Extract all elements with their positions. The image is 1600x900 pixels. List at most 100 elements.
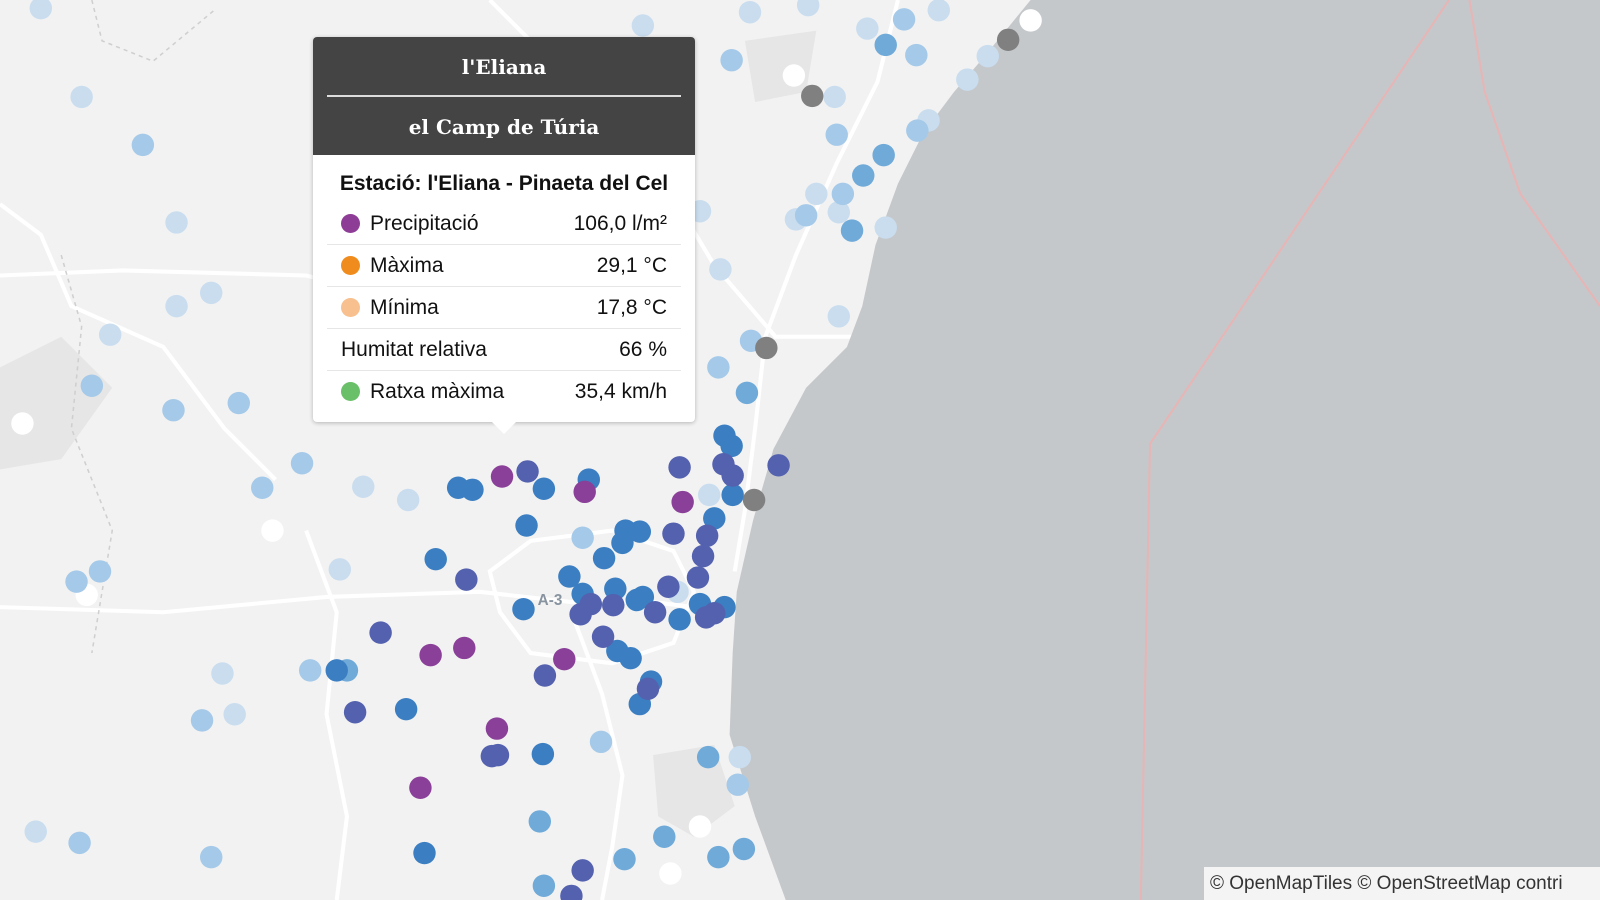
station-marker[interactable] (1019, 9, 1042, 32)
station-marker[interactable] (823, 85, 846, 109)
station-marker[interactable] (24, 820, 47, 843)
station-marker[interactable] (424, 547, 447, 571)
station-marker[interactable] (611, 531, 634, 555)
station-marker[interactable] (591, 625, 615, 648)
station-marker[interactable] (892, 8, 916, 31)
station-marker[interactable] (720, 434, 743, 458)
station-marker[interactable] (827, 201, 850, 224)
station-marker[interactable] (165, 294, 188, 318)
station-marker[interactable] (453, 636, 476, 660)
station-marker[interactable] (796, 0, 820, 17)
station-marker[interactable] (628, 520, 652, 543)
station-marker[interactable] (726, 773, 749, 796)
station-marker[interactable] (735, 381, 759, 405)
station-marker[interactable] (825, 123, 848, 146)
station-marker[interactable] (165, 211, 188, 234)
station-marker[interactable] (691, 544, 715, 568)
station-marker[interactable] (29, 0, 53, 20)
station-marker[interactable] (631, 585, 655, 609)
station-marker[interactable] (579, 592, 603, 616)
station-marker[interactable] (662, 522, 685, 545)
station-marker[interactable] (592, 546, 616, 570)
station-marker[interactable] (738, 1, 762, 24)
station-marker[interactable] (619, 646, 642, 670)
station-marker[interactable] (742, 488, 766, 512)
station-marker[interactable] (668, 456, 691, 479)
station-marker[interactable] (856, 17, 879, 40)
station-marker[interactable] (261, 519, 284, 542)
station-marker[interactable] (831, 182, 855, 206)
station-marker[interactable] (560, 884, 583, 900)
station-marker[interactable] (512, 597, 535, 621)
station-marker[interactable] (721, 464, 744, 487)
station-marker[interactable] (409, 776, 432, 799)
station-marker[interactable] (419, 643, 442, 667)
station-marker[interactable] (703, 507, 726, 530)
station-marker[interactable] (211, 662, 234, 685)
station-marker[interactable] (956, 68, 979, 91)
station-marker[interactable] (927, 0, 950, 22)
station-marker[interactable] (571, 526, 594, 549)
station-marker[interactable] (976, 44, 999, 68)
station-marker[interactable] (707, 356, 730, 379)
station-marker[interactable] (528, 810, 552, 833)
station-marker[interactable] (80, 374, 104, 397)
station-marker[interactable] (720, 48, 743, 72)
station-marker[interactable] (88, 560, 112, 583)
station-marker[interactable] (531, 742, 555, 766)
station-marker[interactable] (162, 398, 185, 422)
station-marker[interactable] (827, 305, 850, 328)
station-marker[interactable] (396, 488, 420, 512)
station-marker[interactable] (532, 477, 556, 500)
station-marker[interactable] (516, 460, 539, 483)
attribution[interactable]: © OpenMapTiles © OpenStreetMap contri (1204, 867, 1600, 900)
station-marker[interactable] (68, 831, 91, 855)
station-marker[interactable] (200, 845, 223, 869)
station-marker[interactable] (794, 204, 818, 227)
station-marker[interactable] (298, 659, 322, 682)
station-marker[interactable] (874, 33, 897, 57)
station-marker[interactable] (558, 565, 581, 588)
station-marker[interactable] (369, 621, 392, 644)
station-marker[interactable] (659, 862, 682, 885)
station-marker[interactable] (604, 577, 627, 600)
station-marker[interactable] (874, 216, 897, 239)
station-marker[interactable] (394, 697, 418, 721)
station-marker[interactable] (728, 745, 752, 769)
station-marker[interactable] (767, 454, 790, 477)
station-marker[interactable] (906, 119, 929, 142)
station-marker[interactable] (697, 483, 721, 507)
station-marker[interactable] (573, 480, 596, 504)
station-marker[interactable] (223, 703, 246, 726)
station-marker[interactable] (688, 815, 712, 838)
station-marker[interactable] (413, 841, 436, 865)
station-marker[interactable] (782, 64, 806, 87)
station-marker[interactable] (709, 258, 732, 281)
station-marker[interactable] (707, 845, 730, 869)
station-marker[interactable] (721, 483, 744, 507)
station-marker[interactable] (852, 164, 875, 187)
station-marker[interactable] (840, 219, 864, 242)
station-marker[interactable] (695, 524, 719, 547)
station-marker[interactable] (613, 847, 636, 871)
station-marker[interactable] (446, 476, 470, 499)
station-marker[interactable] (251, 476, 274, 499)
station-marker[interactable] (485, 717, 509, 740)
station-marker[interactable] (553, 647, 576, 671)
station-marker[interactable] (755, 336, 778, 360)
station-marker[interactable] (668, 608, 691, 631)
station-marker[interactable] (227, 391, 250, 415)
station-marker[interactable] (70, 85, 93, 109)
station-marker[interactable] (732, 837, 756, 861)
station-marker[interactable] (190, 709, 214, 732)
station-marker[interactable] (589, 730, 613, 754)
station-marker[interactable] (571, 859, 594, 882)
station-marker[interactable] (671, 490, 694, 514)
station-marker[interactable] (352, 475, 375, 498)
station-marker[interactable] (532, 874, 556, 897)
station-marker[interactable] (200, 281, 223, 305)
station-marker[interactable] (131, 133, 155, 157)
station-marker[interactable] (631, 14, 655, 37)
station-marker[interactable] (490, 465, 514, 488)
